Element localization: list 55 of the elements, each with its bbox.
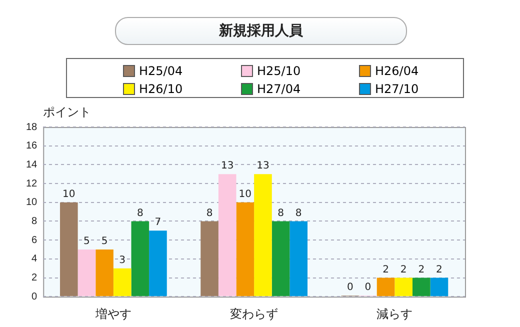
legend-label: H26/10 <box>139 82 183 96</box>
data-label: 0 <box>364 282 372 294</box>
bar <box>149 230 167 296</box>
bar <box>78 249 96 296</box>
bar <box>236 202 254 296</box>
data-label: 13 <box>256 160 270 172</box>
legend-label: H27/10 <box>375 82 419 96</box>
bar <box>272 221 290 296</box>
y-tick-label: 10 <box>26 197 38 208</box>
bar <box>113 268 132 296</box>
data-label: 8 <box>295 208 302 219</box>
bar <box>412 278 430 296</box>
bar <box>430 278 448 296</box>
data-label: 7 <box>154 217 162 228</box>
legend-label: H27/04 <box>257 82 301 96</box>
bar <box>200 221 218 296</box>
data-label: 2 <box>382 264 389 276</box>
data-label: 5 <box>101 236 108 248</box>
data-label: 10 <box>62 188 76 200</box>
data-label: 3 <box>119 254 126 266</box>
data-label: 2 <box>400 264 407 276</box>
data-label: 0 <box>346 282 354 294</box>
y-tick-label: 8 <box>32 216 38 227</box>
bar <box>394 278 412 296</box>
bar <box>218 174 236 296</box>
bar <box>376 278 395 296</box>
data-label: 2 <box>418 264 425 276</box>
y-tick-label: 12 <box>26 178 38 190</box>
data-label: 10 <box>238 188 252 200</box>
y-tick-label: 6 <box>32 234 38 246</box>
bar <box>290 221 308 296</box>
data-label: 8 <box>278 208 284 219</box>
data-label: 13 <box>220 160 234 172</box>
y-tick-label: 16 <box>26 140 38 152</box>
data-label: 5 <box>84 236 90 248</box>
y-tick-label: 2 <box>32 272 38 284</box>
x-tick-label: 減らす <box>376 306 413 321</box>
y-tick-label: 14 <box>26 159 38 170</box>
legend-label: H25/04 <box>139 64 183 78</box>
chart-title: 新規採用人員 <box>115 17 407 45</box>
bar <box>131 221 150 296</box>
y-tick-label: 0 <box>32 291 38 302</box>
y-tick-label: 4 <box>32 254 38 265</box>
legend-label: H26/04 <box>375 64 419 78</box>
bar <box>254 174 272 296</box>
bar <box>60 202 78 296</box>
bar <box>96 249 114 296</box>
y-tick-label: 18 <box>26 122 38 133</box>
data-label: 2 <box>436 264 442 276</box>
data-label: 8 <box>136 208 144 219</box>
y-axis-title: ポイント <box>43 105 92 120</box>
x-tick-label: 増やす <box>94 306 132 321</box>
legend-label: H25/10 <box>257 64 301 78</box>
x-tick-label: 変わらず <box>230 306 278 321</box>
data-label: 8 <box>206 208 213 219</box>
